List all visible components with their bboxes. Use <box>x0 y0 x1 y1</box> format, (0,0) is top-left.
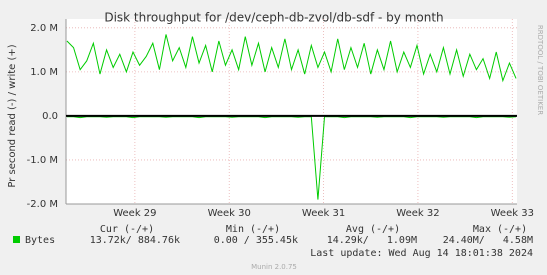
series-line <box>66 34 517 83</box>
y-tick-label: 1.0 M <box>30 67 58 78</box>
footer: Munin 2.0.75 <box>251 263 297 271</box>
summary-value: 13.72k/ 884.76k <box>90 235 180 246</box>
y-tick-label: -2.0 M <box>27 199 58 210</box>
x-tick-label: Week 30 <box>208 208 251 219</box>
y-tick-label: 2.0 M <box>30 23 58 34</box>
chart-title: Disk throughput for /dev/ceph-db-zvol/db… <box>104 11 443 25</box>
summary-value: 14.29k/ 1.09M <box>327 235 417 246</box>
summary-value: 0.00 / 355.45k <box>214 235 298 246</box>
summary-header: Avg (-/+) <box>346 224 400 235</box>
plot-area <box>66 19 517 204</box>
summary-header: Cur (-/+) <box>100 224 154 235</box>
x-tick-label: Week 32 <box>396 208 439 219</box>
y-tick-label: -1.0 M <box>27 155 58 166</box>
legend-label: Bytes <box>25 235 55 246</box>
summary-value: 24.40M/ 4.58M <box>443 235 533 246</box>
side-text: RRDTOOL / TOBI OETIKER <box>536 25 544 115</box>
summary-header: Min (-/+) <box>226 224 280 235</box>
legend-swatch <box>13 236 20 243</box>
y-axis-label: Pr second read (-) / write (+) <box>7 44 18 187</box>
last-update: Last update: Wed Aug 14 18:01:38 2024 <box>310 248 533 259</box>
x-tick-label: Week 31 <box>302 208 345 219</box>
x-tick-label: Week 29 <box>113 208 156 219</box>
x-tick-label: Week 33 <box>491 208 534 219</box>
summary-header: Max (-/+) <box>473 224 527 235</box>
y-tick-label: 0.0 <box>42 111 58 122</box>
